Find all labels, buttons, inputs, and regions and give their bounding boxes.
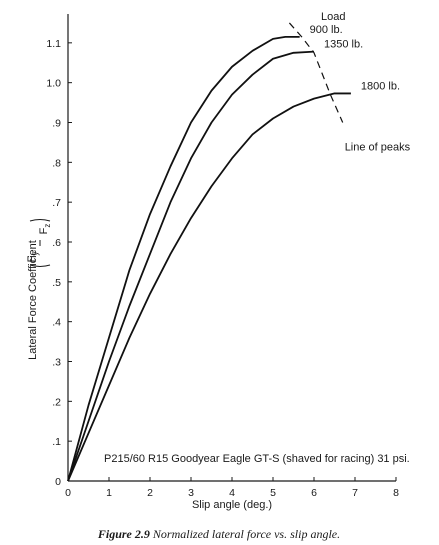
y-tick-label: .3 [52,357,61,369]
y-tick-label: .1 [52,436,61,448]
series-label-1800-lb: 1800 lb. [361,80,400,92]
y-tick-label: .9 [52,118,61,130]
fraction-denominator: Fz [38,224,52,235]
svg-text:Lateral Force Coefficient: Lateral Force Coefficient [27,240,39,360]
labels: 900 lb. 1350 lb. 1800 lb. Line of peaks [310,24,411,154]
x-tick-label: 4 [229,487,235,499]
series-label-900-lb: 900 lb. [310,24,343,36]
x-tick-label: 7 [352,487,358,499]
figure-caption: Figure 2.9 Normalized lateral force vs. … [97,527,340,541]
series-line-900-lb [67,35,300,482]
x-tick-label: 5 [270,487,276,499]
y-tick-label: .4 [52,317,61,329]
x-tick-label: 3 [188,487,194,499]
load-header: Load [321,11,345,23]
x-tick-label: 0 [65,487,71,499]
x-tick-label: 2 [147,487,153,499]
axes [67,14,396,482]
series-line-1800-lb [67,92,351,482]
y-tick-label: 1.1 [46,38,61,50]
line-of-peaks [288,22,344,123]
chart-annotation: P215/60 R15 Goodyear Eagle GT-S (shaved … [104,453,410,465]
x-tick-label: 8 [393,487,399,499]
y-tick-label: .7 [52,197,61,209]
x-tick-label: 1 [106,487,112,499]
ticks: 0 1 2 3 4 5 6 7 8 0 .1 .2 .3 .4 .5 .6 .7 .8 .9 1.0 1.1 [46,38,399,499]
y-tick-label: 0 [55,476,61,488]
y-tick-label: .8 [52,157,61,169]
y-tick-label: .2 [52,396,61,408]
series-label-1350-lb: 1350 lb. [324,39,363,51]
x-axis-label: Slip angle (deg.) [192,499,272,511]
y-tick-label: .5 [52,277,61,289]
curves [67,22,351,482]
line-of-peaks-label: Line of peaks [345,142,411,154]
series-line-1350-lb [67,50,315,482]
fraction-numerator: Fy [26,252,40,263]
x-tick-label: 6 [311,487,317,499]
y-tick-label: 1.0 [46,78,61,90]
y-tick-label: .6 [52,237,61,249]
y-axis-label: Lateral Force Coefficient Fy Fz [26,219,52,360]
